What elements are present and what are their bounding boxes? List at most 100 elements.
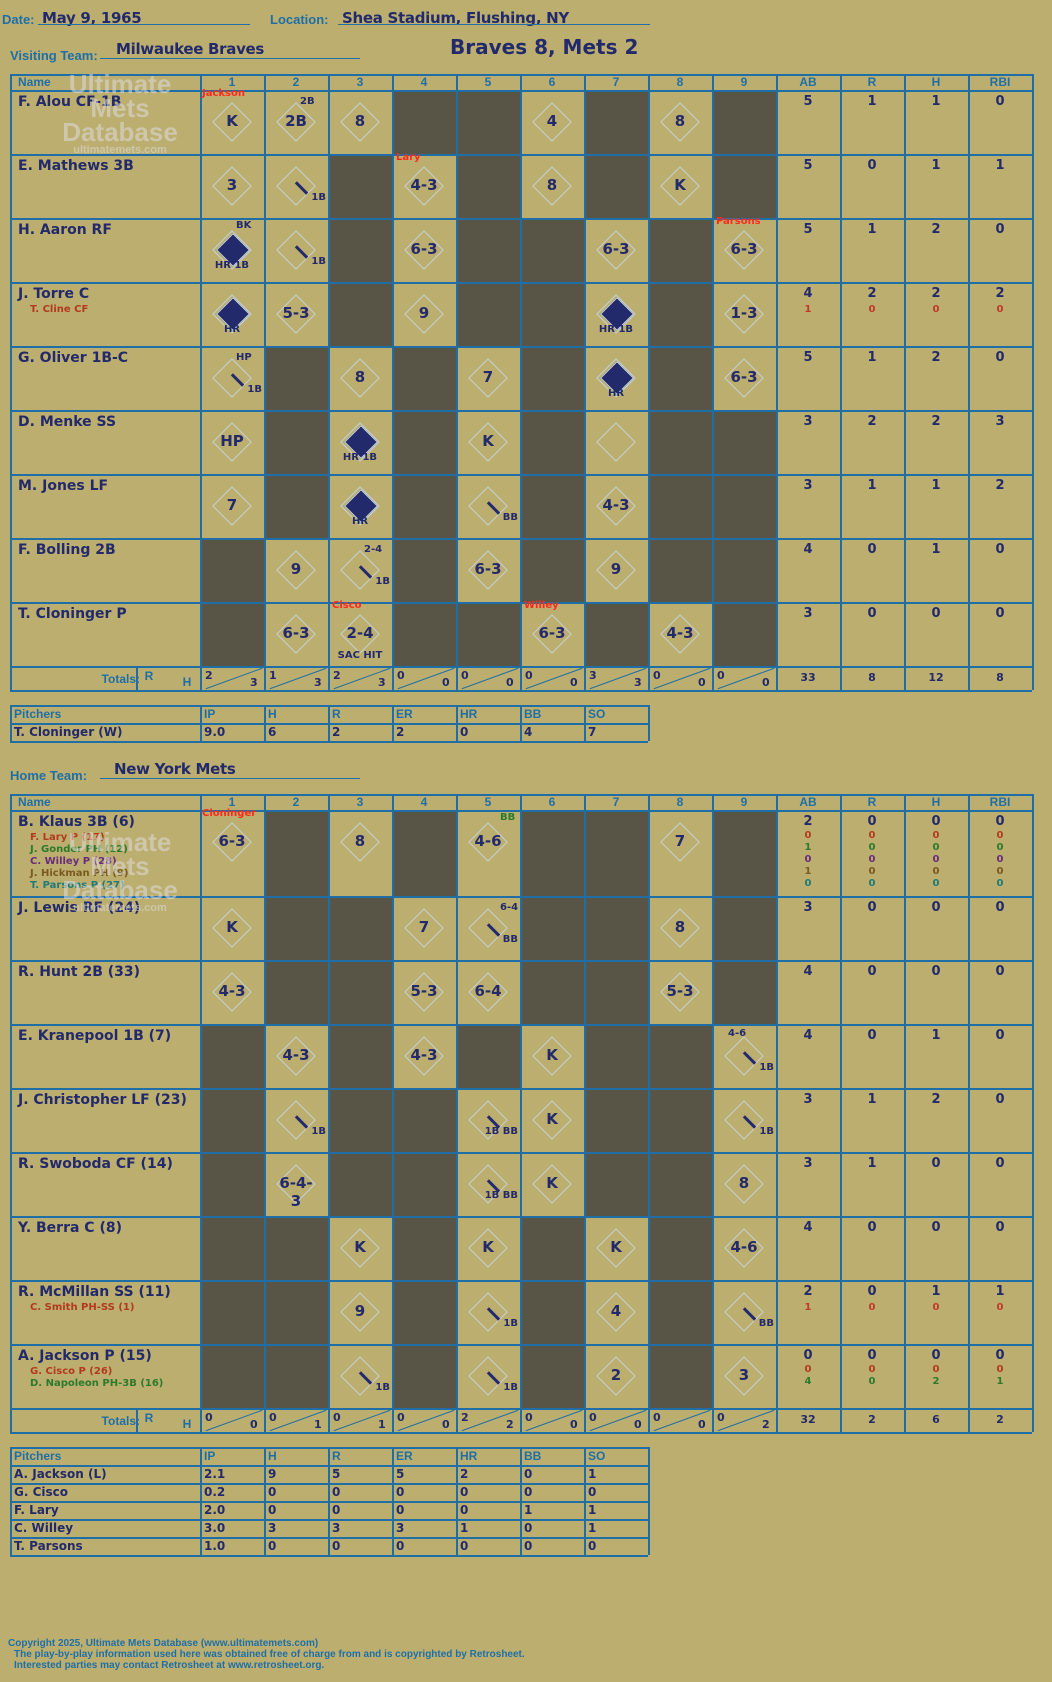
watermark-line3: Database [62,875,178,905]
batting-stat: 4 [803,286,813,301]
dark-cell [712,896,776,960]
batting-stat: 0 [931,606,941,621]
inning-runs-total: 0 [525,1411,533,1424]
batting-stat: 2 [995,478,1005,493]
batting-stat: 0 [931,900,941,915]
batting-stat: 1 [867,350,877,365]
game-date: May 9, 1965 [42,9,142,27]
column-header: 7 [612,795,620,809]
substitute-name: J. Gonder PH (12) [30,844,128,855]
dark-cell [392,810,456,896]
column-header: 1 [228,75,236,89]
batting-stat: 1 [867,1156,877,1171]
column-header: 9 [740,795,748,809]
batting-stat: 0 [995,1348,1005,1363]
play-result: 4-3 [666,624,694,642]
substitute-stat: 0 [932,830,940,841]
pitcher-name: T. Parsons [14,1539,83,1553]
dark-cell [328,960,392,1024]
substitute-stat: 0 [932,304,940,315]
play-result: 2 [610,1366,622,1384]
grid-vline [968,794,970,1432]
batting-stat: 2 [931,414,941,429]
footer-retrosheet: The play-by-play information used here w… [14,1649,525,1660]
play-result: K [546,1046,558,1064]
dark-cell [584,1024,648,1088]
pitcher-column-header: R [332,707,341,721]
player-name: R. Hunt 2B (33) [18,964,141,980]
dark-cell [648,410,712,474]
batting-stat: 1 [931,542,941,557]
column-header: 9 [740,75,748,89]
dark-cell [328,282,392,346]
column-header: Name [18,75,51,89]
grid-vline [392,705,394,741]
dark-cell [456,154,520,218]
dark-cell [712,90,776,154]
pitcher-column-header: H [268,1449,277,1463]
batting-stat: 0 [931,1220,941,1235]
dark-cell [456,602,520,666]
inning-hits-total: 0 [506,676,514,689]
dark-cell [264,474,328,538]
column-header: 6 [548,75,556,89]
substitute-stat: 1 [804,304,812,315]
play-result: 2B [285,112,307,130]
grid-vline [328,1447,330,1555]
inning-runs-total: 0 [269,1411,277,1424]
play-result: 3 [226,176,238,194]
batting-stat: 1 [867,1092,877,1107]
dark-cell [328,218,392,282]
grid-vline [904,74,906,690]
dark-cell [200,602,264,666]
pitcher-stat: 0 [460,1539,469,1553]
substitute-stat: 1 [996,1376,1004,1387]
game-total: 2 [996,1413,1004,1426]
batting-stat: 5 [803,350,813,365]
substitute-stat: 0 [932,854,940,865]
batting-stat: 0 [995,964,1005,979]
player-name: F. Bolling 2B [18,542,116,558]
dark-cell [712,602,776,666]
dark-cell [200,538,264,602]
batting-stat: 1 [867,478,877,493]
batting-stat: 0 [995,606,1005,621]
column-header: 5 [484,75,492,89]
batting-stat: 2 [931,286,941,301]
dark-cell [712,960,776,1024]
play-result: BB [502,512,518,523]
dark-cell [584,154,648,218]
grid-vline [456,74,458,690]
play-result: 2-4 [346,624,374,642]
grid-vline [776,74,778,690]
play-result: 7 [418,918,430,936]
substitute-stat: 0 [996,854,1004,865]
pitcher-stat: 0 [460,1503,469,1517]
play-result: HR 1B [342,452,378,463]
grid-vline [520,1447,522,1555]
pitcher-stat: 4 [524,725,533,739]
grid-vline [136,1408,138,1432]
pitcher-stat: 2 [332,725,341,739]
grid-vline [648,74,650,690]
watermark-url: ultimatemets.com [73,902,167,914]
dark-cell [392,1344,456,1408]
dark-cell [648,346,712,410]
play-result: 3 [738,1366,750,1384]
batting-stat: 0 [867,814,877,829]
pitcher-change-note: Cisco [332,600,362,611]
dark-cell [520,410,584,474]
pitcher-stat: 5 [396,1467,405,1481]
watermark-line1: Ultimate [68,69,172,99]
runs-header: R [144,669,154,683]
batting-stat: 2 [803,1284,813,1299]
balk-note: BK [236,220,252,231]
column-header: 2 [292,795,300,809]
grid-vline [776,794,778,1432]
play-result: K [482,432,494,450]
grid-vline [392,1447,394,1555]
grid-vline [712,74,714,690]
pitcher-stat: 0 [268,1503,277,1517]
column-header: 3 [356,795,364,809]
home-pitchers-table: Pitchers IP H R ER HR BB SO A. Jackson (L) 2.1 9 5 5… [10,1447,650,1557]
